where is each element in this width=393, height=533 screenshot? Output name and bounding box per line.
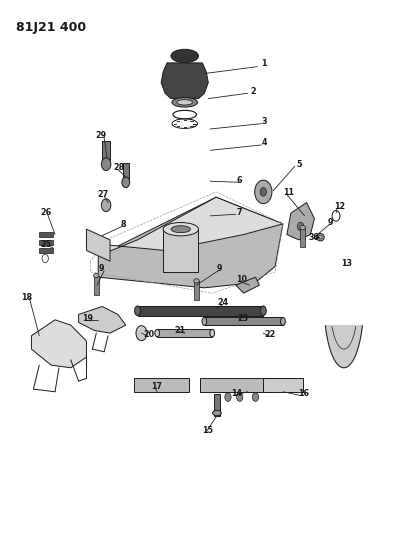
Ellipse shape — [177, 100, 193, 105]
Text: 20: 20 — [143, 330, 154, 339]
Ellipse shape — [134, 306, 141, 316]
Polygon shape — [98, 197, 283, 288]
Circle shape — [260, 188, 266, 196]
Ellipse shape — [171, 50, 198, 63]
Bar — [39, 248, 53, 253]
Bar — [138, 306, 263, 316]
Bar — [134, 378, 189, 392]
Text: 10: 10 — [236, 275, 247, 284]
Polygon shape — [325, 326, 362, 368]
Text: 25: 25 — [41, 240, 52, 248]
Circle shape — [136, 326, 147, 341]
Text: 19: 19 — [82, 314, 93, 323]
Ellipse shape — [202, 317, 207, 325]
Text: 81J21 400: 81J21 400 — [16, 21, 86, 34]
Ellipse shape — [318, 236, 322, 239]
Bar — [263, 378, 303, 392]
Circle shape — [237, 393, 243, 401]
Text: 12: 12 — [334, 203, 345, 211]
Bar — [39, 232, 53, 237]
Ellipse shape — [94, 273, 99, 278]
Text: 16: 16 — [298, 389, 309, 398]
Text: 9: 9 — [99, 264, 104, 273]
Circle shape — [101, 158, 111, 171]
Bar — [204, 317, 283, 325]
Text: 23: 23 — [237, 314, 248, 323]
Text: 7: 7 — [236, 208, 242, 216]
Ellipse shape — [213, 410, 221, 416]
Bar — [194, 281, 199, 300]
Bar — [300, 228, 305, 247]
Text: 13: 13 — [341, 260, 352, 268]
Text: 3: 3 — [261, 117, 267, 126]
Text: 8: 8 — [121, 221, 127, 229]
Text: 24: 24 — [218, 298, 229, 307]
Bar — [200, 378, 271, 392]
Ellipse shape — [172, 98, 198, 107]
Bar — [214, 394, 220, 416]
Ellipse shape — [300, 225, 305, 230]
Text: 14: 14 — [231, 389, 242, 398]
Circle shape — [298, 222, 304, 231]
Text: 2: 2 — [251, 87, 256, 96]
Bar — [39, 240, 53, 245]
Text: 9: 9 — [217, 264, 222, 273]
Polygon shape — [98, 197, 283, 256]
Bar — [123, 163, 129, 179]
Polygon shape — [79, 306, 126, 333]
Polygon shape — [86, 229, 110, 261]
Text: 21: 21 — [174, 326, 185, 335]
Ellipse shape — [210, 329, 215, 337]
Polygon shape — [287, 203, 314, 240]
Bar — [94, 276, 99, 295]
Circle shape — [252, 393, 259, 401]
Text: 15: 15 — [202, 426, 213, 435]
Ellipse shape — [155, 329, 160, 337]
Text: 17: 17 — [151, 382, 162, 391]
Text: 29: 29 — [96, 132, 107, 140]
Text: 4: 4 — [261, 139, 267, 147]
Circle shape — [225, 393, 231, 401]
Text: 9: 9 — [327, 219, 333, 227]
Text: 18: 18 — [21, 293, 32, 302]
Ellipse shape — [316, 233, 324, 241]
Text: 11: 11 — [283, 189, 294, 197]
Text: 26: 26 — [41, 208, 52, 216]
Text: 27: 27 — [97, 190, 108, 199]
Text: 28: 28 — [113, 164, 124, 172]
Circle shape — [255, 180, 272, 204]
Polygon shape — [31, 320, 86, 368]
Text: 30: 30 — [308, 233, 319, 241]
Ellipse shape — [260, 306, 266, 316]
Ellipse shape — [171, 226, 191, 232]
Text: 22: 22 — [265, 330, 276, 339]
Text: 1: 1 — [261, 60, 267, 68]
Polygon shape — [236, 277, 259, 293]
Bar — [157, 329, 212, 337]
Polygon shape — [161, 63, 208, 99]
Ellipse shape — [194, 279, 199, 283]
Bar — [102, 141, 110, 160]
Bar — [163, 229, 198, 272]
Ellipse shape — [163, 223, 198, 236]
Text: 5: 5 — [296, 160, 301, 168]
Circle shape — [101, 199, 111, 212]
Text: 6: 6 — [236, 176, 242, 184]
Ellipse shape — [281, 317, 285, 325]
Circle shape — [122, 177, 130, 188]
